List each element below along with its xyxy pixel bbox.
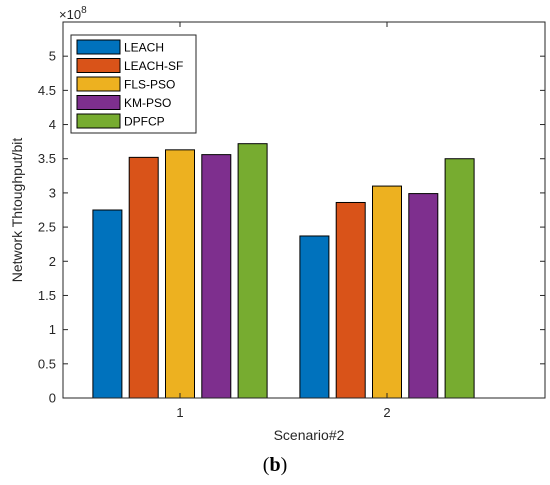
legend-label: DPFCP: [124, 115, 165, 129]
legend-label: KM-PSO: [124, 96, 171, 110]
y-tick-label: 5: [49, 49, 56, 64]
x-tick-label: 1: [176, 405, 183, 420]
legend-label: LEACH-SF: [124, 59, 183, 73]
y-tick-label: 3: [49, 185, 56, 200]
y-tick-label: 0: [49, 391, 56, 406]
bar-dpfcp-2: [444, 158, 475, 399]
figure-caption: (b): [263, 454, 287, 476]
bars-layer: [92, 143, 475, 399]
legend: LEACH LEACH-SF FLS-PSO KM-PSO DPFCP: [70, 34, 197, 134]
legend-swatch: [76, 113, 121, 129]
legend-swatch: [76, 76, 121, 92]
bar-leach-1: [92, 209, 123, 399]
legend-swatch: [76, 58, 121, 73]
legend-label: FLS-PSO: [124, 78, 175, 92]
legend-swatch: [76, 39, 121, 55]
y-tick-label: 4.5: [38, 83, 56, 98]
bar-fls-pso-2: [372, 185, 402, 399]
y-tick-label: 3.5: [38, 151, 56, 166]
bar-km-pso-2: [408, 193, 439, 399]
bar-leach-sf-2: [335, 201, 366, 399]
bar-fls-pso-1: [165, 149, 195, 399]
y-tick-label: 1.5: [38, 288, 56, 303]
y-tick-label: 0.5: [38, 356, 56, 371]
y-tick-label: 1: [49, 322, 56, 337]
x-tick-label: 2: [383, 405, 390, 420]
plot-area-frame: [62, 21, 546, 399]
bar-leach-sf-1: [128, 156, 159, 399]
bar-km-pso-1: [201, 154, 232, 399]
x-axis-label: Scenario#2: [274, 427, 345, 443]
bar-dpfcp-1: [237, 143, 268, 399]
legend-label: LEACH: [124, 41, 164, 55]
legend-swatch: [76, 95, 121, 110]
y-exponent-label: ×108: [59, 5, 87, 22]
legend-items: LEACH LEACH-SF FLS-PSO KM-PSO DPFCP: [76, 39, 183, 129]
bar-leach-2: [299, 235, 330, 399]
y-tick-label: 2: [49, 254, 56, 269]
y-tick-label: 2.5: [38, 220, 56, 235]
ticks-layer: 0 0.5 1 1.5 2 2.5 3 3.5 4 4.5 5 1 2: [38, 22, 545, 420]
y-tick-label: 4: [49, 117, 56, 132]
y-axis-label: Network Thtoughput/bit: [9, 138, 25, 283]
